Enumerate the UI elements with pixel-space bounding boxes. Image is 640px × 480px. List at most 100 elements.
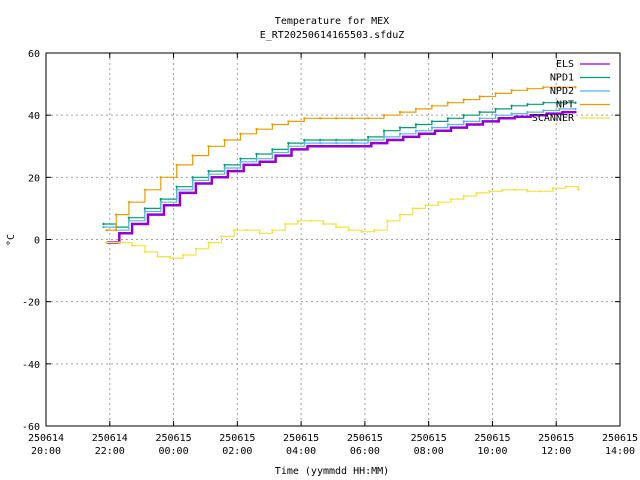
data-point-npd2 [446, 123, 449, 126]
data-point-npt [446, 101, 449, 104]
data-point-els [433, 129, 437, 132]
data-point-npd2 [143, 210, 147, 213]
x-tick-time: 06:00 [350, 446, 380, 457]
data-point-npd2 [350, 141, 354, 145]
x-tick-date: 250615 [283, 433, 319, 444]
data-point-npd2 [526, 110, 529, 114]
data-point-npd1 [382, 129, 386, 132]
data-point-npd2 [574, 107, 577, 111]
x-tick-date: 250614 [92, 433, 128, 444]
data-point-els [194, 182, 198, 185]
series-line-scanner [106, 186, 580, 259]
data-point-npt [430, 104, 434, 108]
data-point-npd2 [462, 120, 465, 123]
data-point-scanner [156, 255, 159, 258]
data-point-npt [159, 176, 162, 179]
data-point-npd1 [478, 110, 481, 114]
data-point-npt [143, 188, 147, 191]
axes: -60 -40 -20 0 20 40 60 250614 20:00 250614 22:00 25… [22, 49, 638, 457]
data-point-npd2 [430, 126, 434, 129]
data-point-els [146, 213, 150, 216]
data-point-scanner [232, 229, 236, 232]
data-point-scanner [271, 229, 274, 232]
data-point-scanner [500, 188, 504, 191]
data-point-npd2 [102, 225, 105, 229]
data-point-npd2 [478, 117, 481, 120]
data-point-els [306, 145, 309, 148]
data-point-npt [271, 123, 274, 126]
data-point-scanner [539, 190, 542, 193]
y-tick-label: -20 [22, 298, 40, 309]
x-tick-time: 10:00 [477, 446, 507, 457]
x-tick-date: 250615 [347, 433, 383, 444]
data-point-npd2 [191, 179, 194, 182]
data-point-els [322, 145, 325, 148]
y-tick-label: -60 [22, 422, 40, 433]
data-point-scanner [347, 229, 351, 232]
data-point-scanner [130, 244, 134, 247]
data-point-els [274, 154, 277, 157]
chart-title: Temperature for MEX [275, 16, 389, 27]
plot-frame [45, 52, 621, 427]
data-point-npt [350, 117, 354, 120]
data-point-npd1 [143, 207, 147, 210]
data-point-npt [494, 92, 497, 95]
data-point-els [497, 117, 500, 120]
data-point-npd2 [414, 129, 418, 132]
x-tick-time: 20:00 [31, 446, 61, 457]
data-point-scanner [194, 247, 198, 250]
data-point-npd1 [223, 163, 226, 167]
data-point-scanner [245, 229, 249, 232]
data-point-els [242, 163, 245, 167]
data-point-npd1 [462, 114, 465, 117]
data-point-npd2 [287, 145, 290, 148]
data-point-npd1 [446, 117, 449, 120]
y-axis-label: °C [6, 234, 17, 246]
data-point-npd2 [303, 141, 306, 145]
data-point-scanner [513, 188, 516, 191]
data-point-npt [191, 154, 194, 157]
data-point-npd1 [494, 107, 497, 111]
legend: ELS NPD1 NPD2 NPT SCANNER [532, 59, 610, 124]
data-point-npd1 [127, 216, 131, 219]
data-point-scanner [564, 185, 567, 188]
data-point-npd1 [335, 138, 338, 142]
data-point-els [561, 110, 564, 114]
data-point-npt [115, 213, 118, 216]
data-point-npt [207, 145, 210, 148]
data-point-scanner [284, 222, 287, 226]
x-tick-time: 22:00 [95, 446, 125, 457]
data-point-npd1 [510, 104, 513, 108]
data-point-npt [414, 107, 418, 111]
data-point-els [481, 120, 485, 123]
x-tick-time: 14:00 [605, 446, 635, 457]
data-point-scanner [181, 253, 185, 257]
data-point-els [386, 138, 389, 142]
x-tick-date: 250615 [411, 433, 447, 444]
data-point-npt [319, 117, 322, 120]
data-point-npd2 [175, 188, 178, 191]
data-point-els [354, 145, 357, 148]
data-point-npd1 [303, 138, 306, 142]
data-point-scanner [322, 222, 325, 226]
data-point-npd2 [319, 141, 322, 145]
data-point-npd2 [159, 201, 162, 204]
data-point-scanner [105, 241, 108, 244]
data-point-npd2 [398, 132, 402, 135]
x-tick-time: 08:00 [414, 446, 444, 457]
x-tick-date: 250614 [28, 433, 64, 444]
y-tick-label: 20 [28, 173, 40, 184]
data-point-npd2 [366, 138, 370, 142]
data-point-npd1 [271, 148, 274, 151]
data-point-els [210, 176, 213, 179]
data-point-npd1 [542, 101, 545, 104]
data-point-npd1 [526, 103, 529, 106]
x-tick-time: 04:00 [286, 446, 316, 457]
data-point-els [118, 232, 121, 235]
data-point-scanner [207, 241, 210, 244]
data-point-npd1 [175, 185, 178, 188]
data-point-npd1 [430, 120, 434, 123]
data-point-scanner [309, 219, 312, 222]
data-point-npd2 [255, 157, 258, 160]
